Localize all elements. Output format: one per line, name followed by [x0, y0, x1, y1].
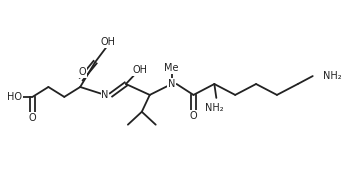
Text: NH₂: NH₂ [323, 71, 341, 81]
Text: OH: OH [132, 65, 147, 75]
Text: OH: OH [101, 37, 116, 47]
Text: O: O [78, 67, 86, 77]
Text: O: O [190, 111, 197, 121]
Text: N: N [101, 90, 109, 100]
Text: NH₂: NH₂ [205, 103, 224, 113]
Text: HO: HO [7, 92, 22, 102]
Text: N: N [168, 79, 175, 89]
Text: Me: Me [164, 63, 179, 73]
Text: O: O [29, 113, 36, 123]
